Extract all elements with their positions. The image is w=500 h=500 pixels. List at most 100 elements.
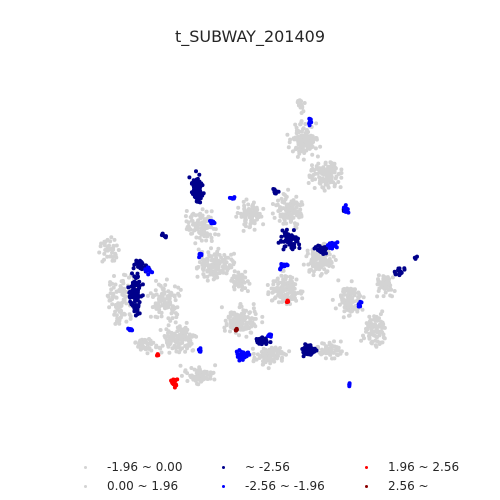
map-point-insignificant: [318, 144, 323, 149]
map-point-cold-95: [198, 348, 203, 353]
map-point-insignificant: [266, 366, 271, 371]
map-point-insignificant: [281, 268, 286, 273]
map-point-cold-99: [399, 270, 404, 275]
map-point-cold-95: [268, 334, 273, 339]
map-point-insignificant: [328, 160, 333, 165]
map-point-insignificant: [324, 270, 329, 275]
map-point-insignificant: [260, 320, 265, 325]
map-point-insignificant: [200, 207, 205, 212]
map-point-insignificant: [331, 254, 336, 259]
map-point-cold-99: [164, 234, 168, 239]
map-point-insignificant: [322, 267, 327, 272]
legend-label: ~ -2.56: [245, 460, 290, 474]
map-point-insignificant: [229, 257, 234, 262]
map-point-insignificant: [332, 161, 337, 166]
map-point-hot-95: [155, 352, 160, 357]
map-point-insignificant: [329, 169, 334, 174]
map-point-insignificant: [339, 171, 344, 175]
map-point-insignificant: [177, 293, 182, 298]
map-point-insignificant: [348, 297, 353, 302]
map-point-insignificant: [278, 212, 283, 217]
map-point-insignificant: [205, 256, 209, 261]
map-point-insignificant: [360, 307, 365, 312]
map-point-cold-99: [136, 262, 141, 267]
map-point-insignificant: [193, 213, 198, 218]
map-point-insignificant: [235, 211, 240, 215]
map-point-insignificant: [241, 308, 246, 313]
map-point-insignificant: [153, 314, 158, 319]
map-point-insignificant: [333, 258, 338, 262]
map-point-insignificant: [187, 227, 192, 232]
map-point-insignificant: [164, 277, 169, 282]
map-point-insignificant: [113, 282, 118, 287]
map-point-insignificant: [152, 293, 157, 298]
map-point-insignificant: [276, 300, 281, 305]
map-point-insignificant: [280, 300, 284, 304]
map-point-cold-95: [237, 358, 242, 363]
map-point-cold-99: [132, 262, 137, 267]
map-point-insignificant: [208, 373, 213, 378]
map-point-insignificant: [178, 363, 183, 368]
map-point-insignificant: [290, 283, 295, 288]
map-point-insignificant: [168, 301, 173, 306]
map-point-insignificant: [294, 205, 299, 210]
map-point-insignificant: [263, 360, 268, 365]
map-point-insignificant: [190, 348, 195, 353]
map-point-insignificant: [163, 306, 167, 311]
map-point-insignificant: [197, 365, 202, 370]
map-point-insignificant: [276, 198, 280, 203]
map-point-cold-99: [126, 285, 131, 290]
map-point-insignificant: [380, 324, 385, 329]
map-point-insignificant: [330, 264, 335, 269]
map-point-cold-99: [301, 350, 306, 355]
map-point-insignificant: [170, 346, 175, 351]
map-point-insignificant: [354, 307, 359, 312]
map-point-insignificant: [292, 221, 297, 226]
map-point-hot-95: [169, 378, 174, 383]
map-point-insignificant: [315, 171, 320, 176]
map-point-insignificant: [118, 286, 123, 291]
map-point-insignificant: [224, 271, 229, 276]
map-point-insignificant: [252, 227, 257, 232]
map-point-insignificant: [314, 121, 319, 126]
map-point-insignificant: [237, 333, 241, 338]
map-point-insignificant: [237, 280, 242, 285]
map-point-cold-95: [208, 219, 212, 223]
map-point-insignificant: [230, 276, 235, 281]
map-point-insignificant: [201, 220, 206, 225]
map-point-insignificant: [176, 285, 181, 290]
map-point-insignificant: [388, 293, 393, 298]
map-point-insignificant: [205, 376, 210, 381]
map-point-insignificant: [172, 284, 177, 289]
map-point-insignificant: [279, 196, 284, 201]
map-point-insignificant: [323, 356, 328, 361]
map-point-cold-99: [402, 266, 407, 271]
map-point-insignificant: [213, 257, 218, 261]
map-point-cold-99: [194, 195, 199, 200]
map-point-insignificant: [202, 234, 207, 239]
map-point-cold-95: [345, 207, 350, 212]
map-point-insignificant: [294, 298, 299, 303]
map-point-insignificant: [274, 203, 279, 208]
map-point-insignificant: [216, 267, 221, 272]
map-point-insignificant: [191, 377, 196, 382]
map-point-insignificant: [128, 316, 133, 321]
map-point-cold-95: [358, 299, 363, 304]
map-point-insignificant: [306, 181, 311, 185]
map-point-insignificant: [320, 166, 325, 170]
map-point-insignificant: [367, 331, 372, 336]
map-point-cold-99: [130, 284, 134, 289]
map-point-insignificant: [199, 238, 204, 243]
map-point-insignificant: [251, 302, 256, 307]
map-point-insignificant: [254, 214, 259, 219]
map-point-insignificant: [179, 373, 184, 378]
map-point-insignificant: [332, 165, 337, 170]
map-point-insignificant: [99, 241, 104, 246]
map-point-insignificant: [200, 261, 205, 266]
map-point-insignificant: [295, 154, 300, 159]
map-point-cold-99: [278, 238, 283, 243]
map-point-insignificant: [287, 212, 292, 217]
map-point-insignificant: [114, 295, 119, 300]
map-point-insignificant: [285, 132, 290, 137]
